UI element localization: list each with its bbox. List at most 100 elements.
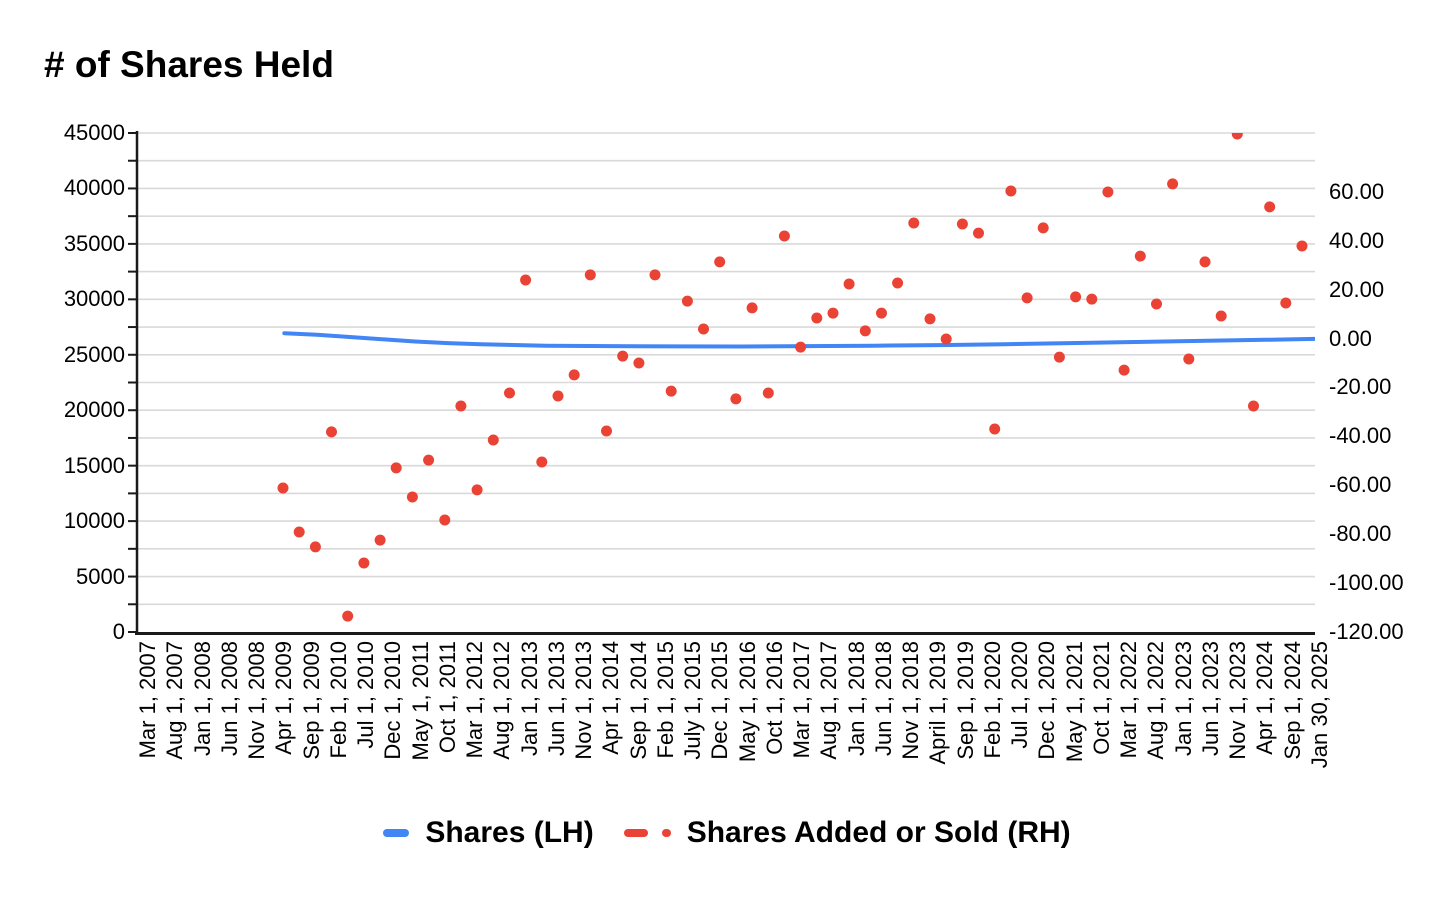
scatter-point[interactable] xyxy=(876,307,887,319)
scatter-point[interactable] xyxy=(795,341,807,353)
scatter-point[interactable] xyxy=(1102,186,1114,198)
scatter-point[interactable] xyxy=(374,534,386,546)
x-axis-label: Dec 1, 2020 xyxy=(1034,641,1060,760)
x-axis-label: Oct 1, 2021 xyxy=(1088,641,1114,755)
scatter-series xyxy=(277,129,1308,622)
right-axis-label: -60.00 xyxy=(1329,472,1392,498)
x-axis-label: Feb 1, 2015 xyxy=(652,641,678,759)
scatter-point[interactable] xyxy=(665,385,677,397)
scatter-point[interactable] xyxy=(973,227,984,239)
scatter-point[interactable] xyxy=(584,269,596,281)
scatter-point[interactable] xyxy=(762,387,774,399)
scatter-point[interactable] xyxy=(892,277,904,289)
x-axis-label: Dec 1, 2010 xyxy=(380,641,406,760)
scatter-point[interactable] xyxy=(293,526,305,538)
x-axis-label: May 1, 2021 xyxy=(1061,641,1087,763)
x-axis-label: Jan 1, 2013 xyxy=(516,641,542,756)
legend-item-shares-added-or-sold[interactable]: Shares Added or Sold (RH) xyxy=(623,816,1071,850)
scatter-point[interactable] xyxy=(390,462,402,474)
scatter-point[interactable] xyxy=(439,514,451,526)
scatter-point[interactable] xyxy=(406,491,418,503)
y-axis-label: 10000 xyxy=(63,508,125,534)
scatter-point[interactable] xyxy=(1231,129,1243,140)
x-axis-label: Nov 1, 2008 xyxy=(244,641,270,760)
scatter-point[interactable] xyxy=(326,426,337,438)
scatter-point[interactable] xyxy=(1005,185,1017,197)
scatter-point[interactable] xyxy=(633,357,645,369)
scatter-point[interactable] xyxy=(746,302,758,314)
scatter-point[interactable] xyxy=(827,307,839,319)
scatter-point[interactable] xyxy=(504,387,515,399)
scatter-point[interactable] xyxy=(1280,297,1292,309)
shares-line-series[interactable] xyxy=(282,331,1315,349)
scatter-point[interactable] xyxy=(1264,201,1276,213)
x-axis-label: Jun 1, 2023 xyxy=(1197,641,1223,756)
y-axis-label: 35000 xyxy=(63,230,125,256)
scatter-point[interactable] xyxy=(536,456,548,468)
y-axis-label: 25000 xyxy=(63,341,125,367)
x-axis-label: Dec 1, 2015 xyxy=(707,641,733,760)
x-axis-label: Jun 1, 2013 xyxy=(543,641,569,756)
scatter-point[interactable] xyxy=(1118,364,1130,376)
scatter-point[interactable] xyxy=(1053,351,1065,363)
scatter-point[interactable] xyxy=(487,434,499,446)
x-axis-label: Jun 1, 2018 xyxy=(870,641,896,756)
scatter-point[interactable] xyxy=(681,295,693,307)
scatter-point[interactable] xyxy=(1248,400,1259,412)
x-axis-label: Feb 1, 2020 xyxy=(979,641,1005,759)
y-axis-label: 40000 xyxy=(63,175,125,201)
scatter-point[interactable] xyxy=(924,313,936,325)
scatter-point[interactable] xyxy=(778,230,790,242)
scatter-point[interactable] xyxy=(714,256,726,268)
scatter-point[interactable] xyxy=(811,312,823,324)
scatter-point[interactable] xyxy=(568,369,580,381)
scatter-point[interactable] xyxy=(989,423,1001,435)
legend-item-shares[interactable]: Shares (LH) xyxy=(383,816,594,850)
scatter-point[interactable] xyxy=(730,393,742,405)
scatter-point[interactable] xyxy=(649,269,661,281)
scatter-point[interactable] xyxy=(1021,292,1033,304)
scatter-point[interactable] xyxy=(309,541,321,553)
scatter-point[interactable] xyxy=(908,217,920,229)
right-axis-label: -20.00 xyxy=(1329,374,1392,400)
scatter-point[interactable] xyxy=(1134,250,1146,262)
scatter-point[interactable] xyxy=(277,482,289,494)
x-axis-label: Mar 1, 2022 xyxy=(1116,641,1142,759)
line-series-marker-icon xyxy=(383,829,410,837)
scatter-point[interactable] xyxy=(1167,178,1179,190)
scatter-point[interactable] xyxy=(520,274,532,286)
scatter-point[interactable] xyxy=(552,390,564,402)
scatter-point[interactable] xyxy=(342,610,354,622)
scatter-point[interactable] xyxy=(859,325,871,337)
scatter-point[interactable] xyxy=(423,454,435,466)
scatter-point[interactable] xyxy=(843,278,855,290)
scatter-point[interactable] xyxy=(455,400,467,412)
x-axis-label: Sep 1, 2009 xyxy=(298,641,324,760)
x-axis-label: Jun 1, 2008 xyxy=(216,641,242,756)
x-axis-label: Nov 1, 2013 xyxy=(571,641,597,760)
scatter-point[interactable] xyxy=(1215,310,1227,322)
x-axis-label: Nov 1, 2018 xyxy=(898,641,924,760)
scatter-point[interactable] xyxy=(1183,353,1195,365)
scatter-point[interactable] xyxy=(358,557,370,569)
scatter-point[interactable] xyxy=(1086,293,1098,305)
scatter-point[interactable] xyxy=(601,425,612,437)
scatter-point[interactable] xyxy=(698,323,709,335)
x-axis-label: Nov 1, 2023 xyxy=(1225,641,1251,760)
x-axis-label: Apr 1, 2014 xyxy=(598,641,624,755)
scatter-point[interactable] xyxy=(1070,291,1082,303)
scatter-series-dash-icon xyxy=(623,829,648,837)
scatter-point[interactable] xyxy=(471,484,483,496)
scatter-point[interactable] xyxy=(940,333,952,345)
scatter-point[interactable] xyxy=(1296,240,1308,252)
y-axis-label: 0 xyxy=(112,619,125,644)
x-axis-label: Oct 1, 2016 xyxy=(761,641,787,755)
scatter-point[interactable] xyxy=(1151,298,1162,310)
scatter-point[interactable] xyxy=(1037,222,1049,234)
legend-label-shares: Shares (LH) xyxy=(425,816,594,849)
scatter-point[interactable] xyxy=(1199,256,1211,268)
scatter-point[interactable] xyxy=(956,218,968,230)
scatter-point[interactable] xyxy=(617,350,629,362)
